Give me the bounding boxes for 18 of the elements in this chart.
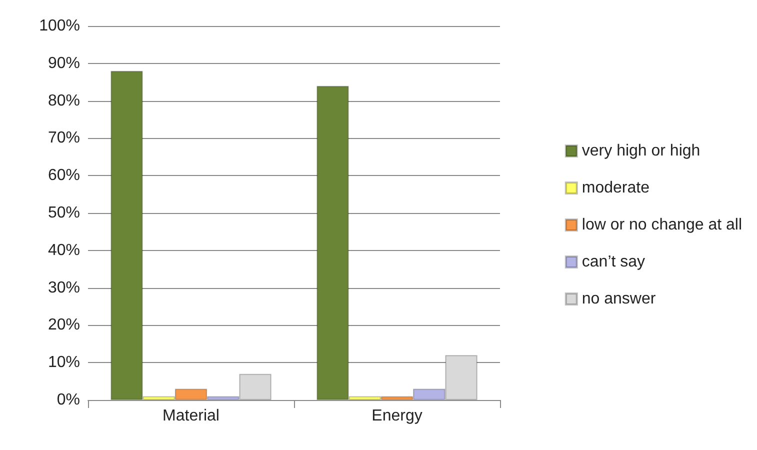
x-tick-label: Material (162, 408, 220, 424)
y-tick-label: 10% (48, 354, 80, 372)
legend-label: low or no change at all (582, 216, 742, 234)
x-tick-label: Energy (372, 408, 422, 424)
y-tick-label: 100% (39, 18, 80, 34)
y-tick-label: 50% (48, 204, 80, 222)
y-tick-label: 60% (48, 167, 80, 184)
y-tick-label: 30% (48, 279, 80, 296)
legend-label: very high or high (582, 142, 700, 160)
legend-label: moderate (582, 180, 650, 196)
y-tick-label: 20% (48, 316, 80, 334)
y-tick-label: 70% (48, 130, 80, 147)
legend-label: no answer (582, 290, 656, 308)
y-tick-label: 80% (48, 92, 80, 110)
y-tick-label: 90% (48, 54, 80, 72)
legend-label: can’t say (582, 254, 646, 270)
y-tick-label: 40% (48, 242, 80, 259)
y-tick-label: 0% (56, 392, 80, 408)
